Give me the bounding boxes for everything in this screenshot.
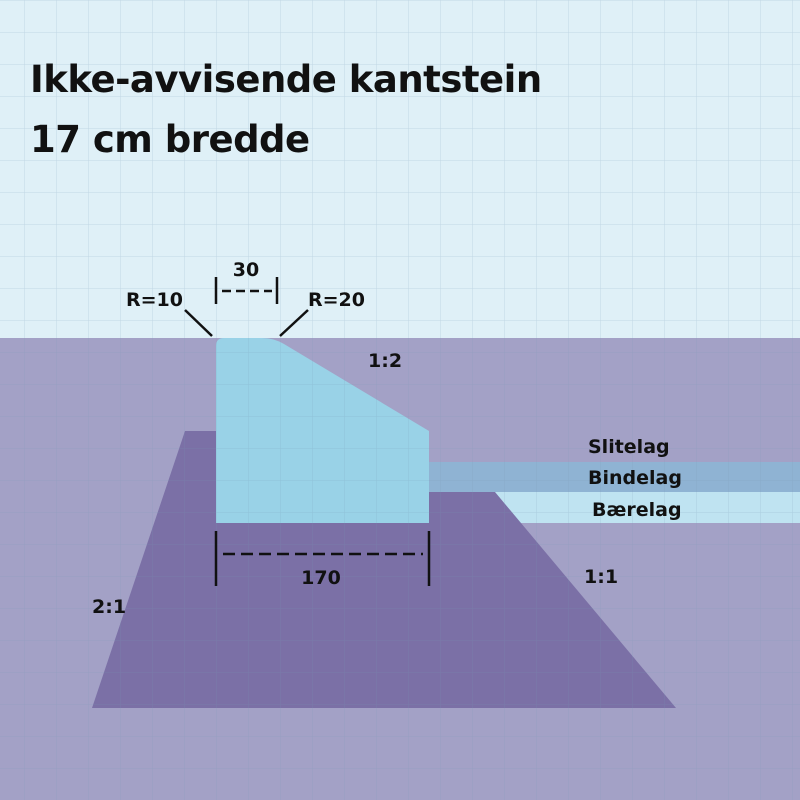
bottom-width-dimension <box>214 531 431 586</box>
radius-right-label: R=20 <box>308 289 365 311</box>
top-width-label: 30 <box>233 259 259 281</box>
radius-right-leader <box>279 309 309 337</box>
bindelag-label: Bindelag <box>588 467 682 489</box>
left-foundation-slope-label: 2:1 <box>92 596 126 618</box>
title-line-1: Ikke-avvisende kantstein <box>30 58 542 101</box>
bottom-width-label: 170 <box>301 567 341 589</box>
baerelag-label: Bærelag <box>592 499 682 521</box>
curb-slope-label: 1:2 <box>368 350 402 372</box>
title-line-2: 17 cm bredde <box>30 118 310 161</box>
slitelag-label: Slitelag <box>588 436 670 458</box>
right-foundation-slope-label: 1:1 <box>584 566 618 588</box>
top-width-dimension <box>214 277 279 304</box>
radius-left-leader <box>184 309 213 337</box>
radius-left-label: R=10 <box>126 289 183 311</box>
